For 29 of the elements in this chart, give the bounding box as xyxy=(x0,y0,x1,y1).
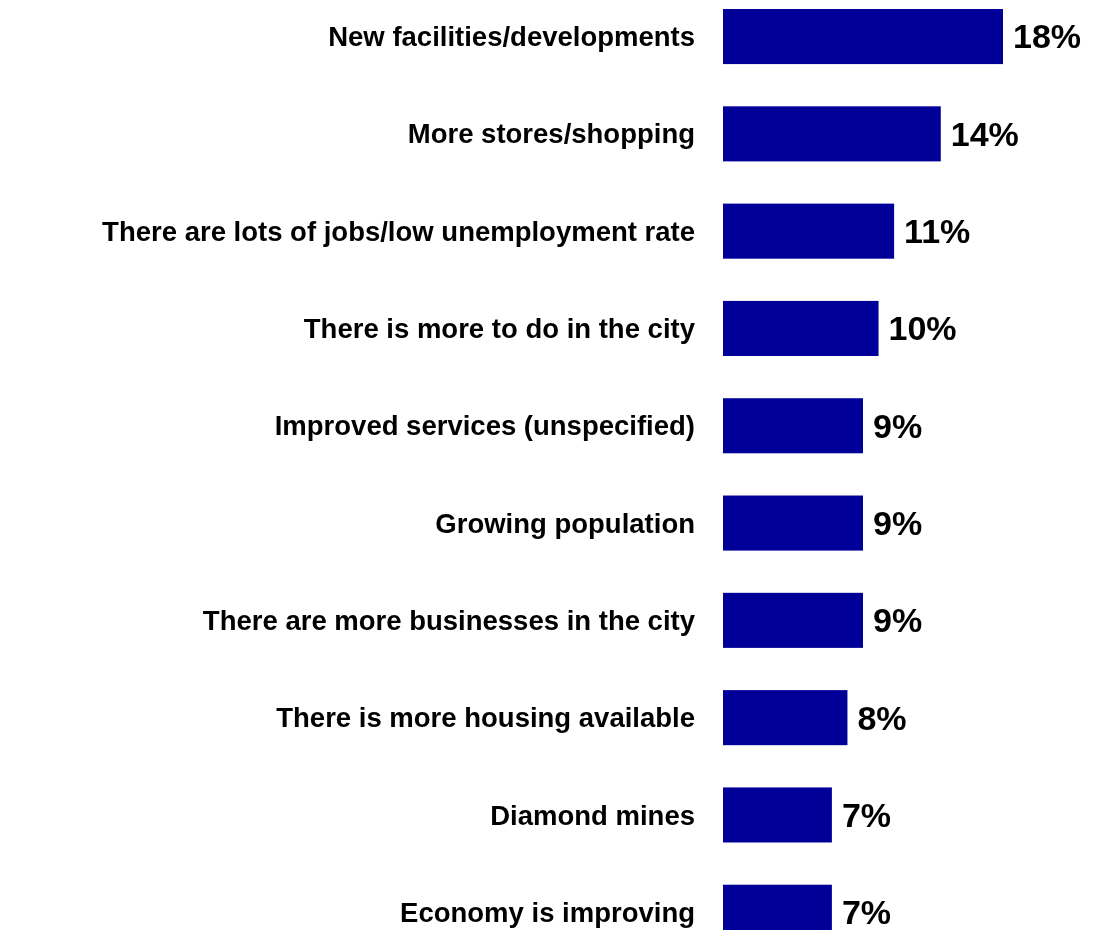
y-tick-label: Diamond mines xyxy=(490,799,695,831)
bar xyxy=(723,106,941,162)
data-label: 18% xyxy=(1013,17,1082,56)
data-label: 7% xyxy=(841,795,892,834)
bar xyxy=(723,690,848,746)
y-tick-label: There are lots of jobs/low unemployment rate xyxy=(102,215,695,247)
data-label: 10% xyxy=(888,309,957,348)
data-label: 7% xyxy=(841,893,892,930)
y-tick-label: There is more to do in the city xyxy=(303,313,696,345)
data-label: 14% xyxy=(950,114,1019,153)
data-label: 8% xyxy=(857,698,907,737)
data-label: 9% xyxy=(873,601,923,640)
y-tick-label: Improved services (unspecified) xyxy=(274,410,695,442)
y-tick-label: There is more housing available xyxy=(276,702,695,734)
data-label: 11% xyxy=(904,212,971,251)
bar xyxy=(723,787,832,843)
y-tick-label: New facilities/developments xyxy=(328,21,695,53)
bar xyxy=(723,592,863,648)
bar xyxy=(723,300,879,356)
bar xyxy=(723,9,1003,65)
bar xyxy=(723,203,895,259)
y-tick-label: Growing population xyxy=(435,507,695,539)
y-tick-label: Economy is improving xyxy=(400,896,695,928)
y-tick-label: More stores/shopping xyxy=(407,118,695,150)
data-label: 9% xyxy=(873,406,923,445)
data-label: 9% xyxy=(873,503,923,542)
y-tick-label: There are more businesses in the city xyxy=(202,604,696,636)
bar xyxy=(723,495,863,551)
bar xyxy=(723,398,863,454)
